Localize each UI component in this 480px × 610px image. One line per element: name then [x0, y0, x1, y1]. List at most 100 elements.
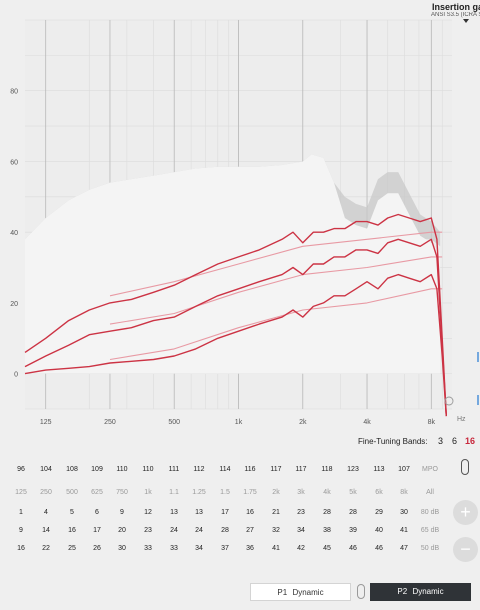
band-cell-g50-0[interactable]: 16 — [17, 545, 25, 552]
band-cell-g80-8[interactable]: 17 — [221, 509, 229, 516]
band-row-label-freq[interactable]: All — [426, 489, 434, 496]
band-cell-freq-1[interactable]: 250 — [40, 489, 52, 496]
band-cell-mpo-11[interactable]: 117 — [295, 466, 307, 473]
band-cell-g80-1[interactable]: 4 — [44, 509, 48, 516]
band-cell-g50-14[interactable]: 46 — [375, 545, 383, 552]
band-cell-g50-9[interactable]: 36 — [246, 545, 254, 552]
band-cell-g65-15[interactable]: 41 — [400, 527, 408, 534]
band-cell-g50-1[interactable]: 22 — [42, 545, 50, 552]
band-cell-g65-3[interactable]: 17 — [93, 527, 101, 534]
band-cell-g65-4[interactable]: 20 — [118, 527, 126, 534]
band-cell-freq-11[interactable]: 3k — [297, 489, 305, 496]
band-cell-g50-12[interactable]: 45 — [323, 545, 331, 552]
band-cell-g80-14[interactable]: 29 — [375, 509, 383, 516]
band-cell-freq-8[interactable]: 1.5 — [220, 489, 230, 496]
band-cell-g65-1[interactable]: 14 — [42, 527, 50, 534]
band-cell-g50-5[interactable]: 33 — [144, 545, 152, 552]
band-cell-g80-12[interactable]: 28 — [323, 509, 331, 516]
fine-tuning-option-16[interactable]: 16 — [465, 436, 476, 446]
band-cell-freq-3[interactable]: 625 — [91, 489, 103, 496]
band-cell-mpo-3[interactable]: 109 — [91, 466, 103, 473]
band-row-label-g80[interactable]: 80 dB — [420, 509, 440, 516]
band-cell-g65-11[interactable]: 34 — [297, 527, 305, 534]
band-cell-g80-2[interactable]: 5 — [70, 509, 74, 516]
band-cell-g65-12[interactable]: 38 — [323, 527, 331, 534]
band-cell-freq-9[interactable]: 1.75 — [243, 489, 257, 496]
band-cell-g80-4[interactable]: 9 — [120, 509, 124, 516]
band-cell-mpo-5[interactable]: 110 — [142, 466, 154, 473]
fine-tuning-option-6[interactable]: 6 — [452, 436, 458, 446]
band-cell-g50-8[interactable]: 37 — [221, 545, 229, 552]
band-cell-g65-2[interactable]: 16 — [68, 527, 76, 534]
band-cell-g50-15[interactable]: 47 — [400, 545, 408, 552]
fine-tuning-label: Fine-Tuning Bands: — [358, 437, 428, 446]
band-cell-g50-13[interactable]: 46 — [349, 545, 357, 552]
band-cell-freq-0[interactable]: 125 — [15, 489, 27, 496]
band-cell-freq-14[interactable]: 6k — [375, 489, 383, 496]
band-cell-g80-13[interactable]: 28 — [349, 509, 357, 516]
link-programs-icon[interactable] — [357, 584, 365, 599]
band-cell-g50-4[interactable]: 30 — [118, 545, 126, 552]
band-cell-g50-6[interactable]: 33 — [170, 545, 178, 552]
decrease-gain-button[interactable]: − — [453, 537, 478, 562]
band-cell-g80-6[interactable]: 13 — [170, 509, 178, 516]
band-cell-g80-5[interactable]: 12 — [144, 509, 152, 516]
band-cell-mpo-15[interactable]: 107 — [398, 466, 410, 473]
chart-dropdown-caret-icon[interactable] — [463, 19, 469, 23]
band-cell-freq-5[interactable]: 1k — [144, 489, 152, 496]
band-cell-freq-2[interactable]: 500 — [66, 489, 78, 496]
band-cell-g80-11[interactable]: 23 — [297, 509, 305, 516]
band-cell-g50-11[interactable]: 42 — [297, 545, 305, 552]
band-cell-g65-7[interactable]: 24 — [195, 527, 203, 534]
band-cell-g65-10[interactable]: 32 — [272, 527, 280, 534]
band-row-label-mpo[interactable]: MPO — [422, 466, 438, 473]
band-cell-g65-6[interactable]: 24 — [170, 527, 178, 534]
band-cell-mpo-7[interactable]: 112 — [193, 466, 205, 473]
band-cell-g80-3[interactable]: 6 — [95, 509, 99, 516]
insertion-gain-chart[interactable]: 0 20 40 60 80 125 250 500 1k 2k 4k 8k — [0, 0, 480, 450]
band-cell-g80-9[interactable]: 16 — [246, 509, 254, 516]
band-cell-g80-7[interactable]: 13 — [195, 509, 203, 516]
band-cell-mpo-12[interactable]: 118 — [321, 466, 333, 473]
band-cell-freq-10[interactable]: 2k — [272, 489, 280, 496]
band-row-label-g65[interactable]: 65 dB — [420, 527, 440, 534]
band-cell-mpo-4[interactable]: 110 — [116, 466, 128, 473]
band-cell-mpo-2[interactable]: 108 — [66, 466, 78, 473]
band-cell-freq-12[interactable]: 4k — [323, 489, 331, 496]
x-tick-label-5: 4k — [363, 419, 371, 426]
band-cell-freq-13[interactable]: 5k — [349, 489, 357, 496]
band-cell-freq-7[interactable]: 1.25 — [192, 489, 206, 496]
band-cell-freq-4[interactable]: 750 — [116, 489, 128, 496]
band-cell-g50-10[interactable]: 41 — [272, 545, 280, 552]
band-row-label-g50[interactable]: 50 dB — [420, 545, 440, 552]
program-1-button[interactable]: P1 Dynamic — [250, 583, 351, 601]
program-2-button[interactable]: P2 Dynamic — [370, 583, 471, 601]
band-cell-g65-0[interactable]: 9 — [19, 527, 23, 534]
fitted-curve-5 — [24, 273, 447, 417]
band-cell-g65-14[interactable]: 40 — [375, 527, 383, 534]
band-cell-g50-2[interactable]: 25 — [68, 545, 76, 552]
band-cell-mpo-9[interactable]: 116 — [244, 466, 256, 473]
band-cell-mpo-13[interactable]: 123 — [347, 466, 359, 473]
band-cell-mpo-8[interactable]: 114 — [219, 466, 231, 473]
band-cell-g65-13[interactable]: 39 — [349, 527, 357, 534]
fine-tuning-option-3[interactable]: 3 — [438, 436, 444, 446]
band-cell-g65-5[interactable]: 23 — [144, 527, 152, 534]
band-cell-g50-3[interactable]: 26 — [93, 545, 101, 552]
band-cell-freq-15[interactable]: 8k — [400, 489, 408, 496]
band-cell-g65-8[interactable]: 28 — [221, 527, 229, 534]
increase-gain-button[interactable]: + — [453, 500, 478, 525]
band-cell-g80-10[interactable]: 21 — [272, 509, 280, 516]
link-bands-icon[interactable] — [461, 459, 469, 475]
band-cell-mpo-10[interactable]: 117 — [270, 466, 282, 473]
band-cell-g80-15[interactable]: 30 — [400, 509, 408, 516]
band-cell-freq-6[interactable]: 1.1 — [169, 489, 179, 496]
reset-view-icon — [444, 396, 454, 406]
band-cell-g80-0[interactable]: 1 — [19, 509, 23, 516]
band-cell-g50-7[interactable]: 34 — [195, 545, 203, 552]
band-cell-mpo-6[interactable]: 111 — [168, 466, 180, 473]
band-cell-mpo-14[interactable]: 113 — [373, 466, 385, 473]
band-cell-mpo-1[interactable]: 104 — [40, 466, 52, 473]
band-cell-mpo-0[interactable]: 96 — [17, 466, 25, 473]
band-cell-g65-9[interactable]: 27 — [246, 527, 254, 534]
